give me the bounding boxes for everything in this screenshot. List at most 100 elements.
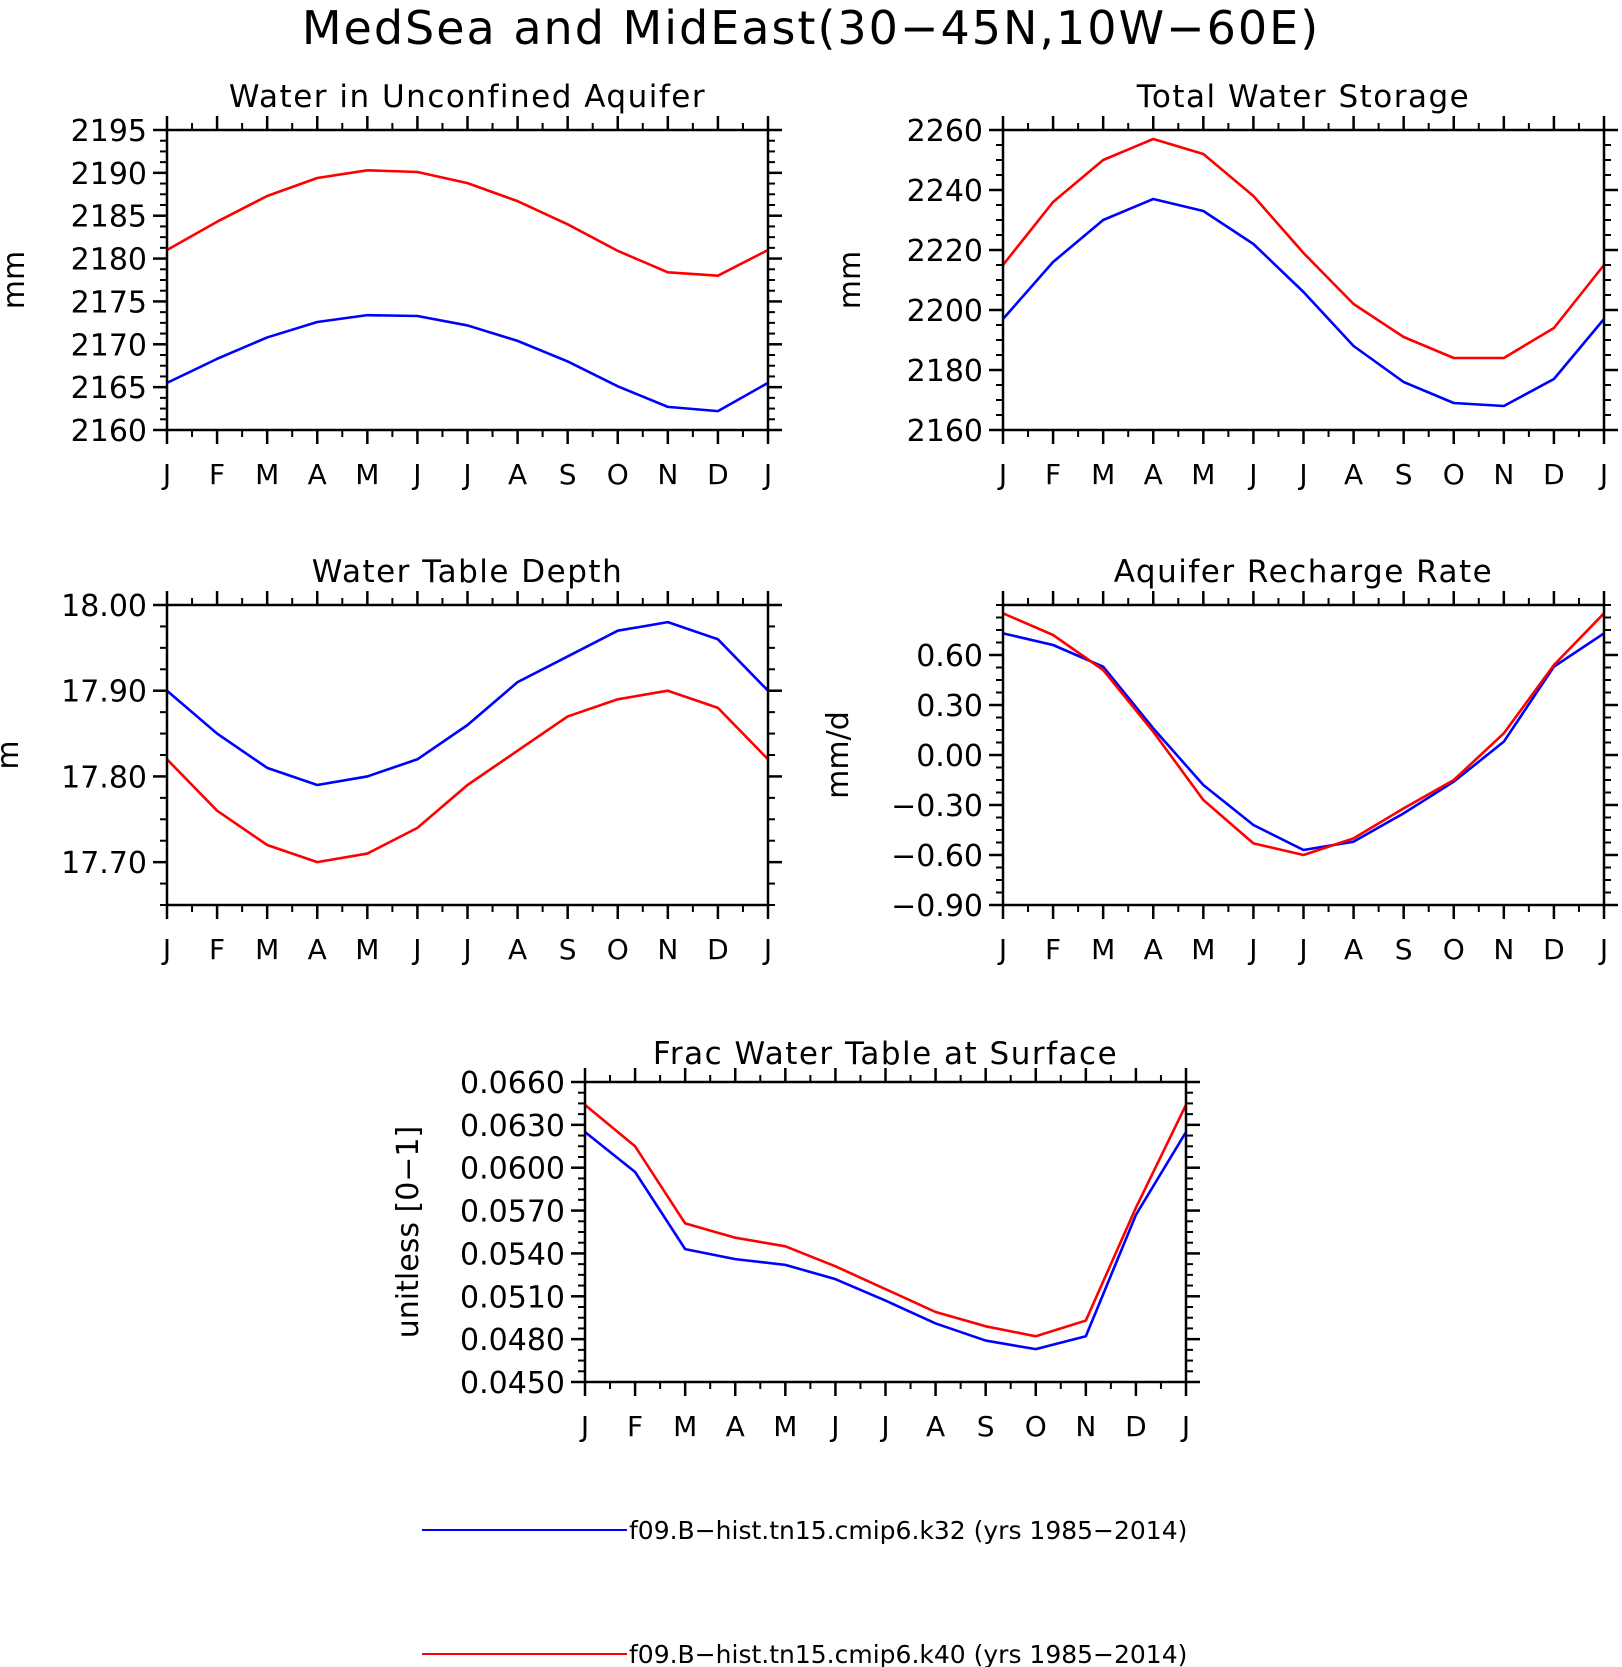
frac-series-k40 (584, 1103, 1188, 1338)
unconfined-x-tick-label: J (411, 458, 421, 491)
unconfined-x-tick-label: J (161, 458, 171, 491)
recharge-x-tick-label: M (1091, 933, 1115, 966)
unconfined-x-tick-label: M (255, 458, 279, 491)
tws-x-tick-label: D (1543, 458, 1565, 491)
tws-x-tick-label: J (997, 458, 1007, 491)
unconfined-series-k32 (166, 313, 769, 413)
recharge-x-tick-label: A (1344, 933, 1363, 966)
wtd-title: Water Table Depth (312, 554, 623, 590)
recharge-series-k32 (1002, 632, 1605, 852)
tws-y-tick-label: 2260 (907, 114, 983, 149)
wtd-plot-frame (165, 603, 770, 907)
legend-label-k40: f09.B−hist.tn15.cmip6.k40 (yrs 1985−2014… (629, 1640, 1187, 1667)
unconfined-y-tick-label: 2175 (71, 285, 147, 320)
wtd-x-tick-label: J (411, 933, 421, 966)
panel-total-water-storage: J F M A M J J A S O N D J216021802200222022402260Tot… (833, 79, 1618, 491)
tws-series-k32 (1002, 197, 1605, 408)
tws-x-tick-label: F (1045, 458, 1061, 491)
wtd-x-tick-label: O (607, 933, 629, 966)
unconfined-y-tick-label: 2185 (71, 200, 147, 235)
frac-y-tick-label: 0.0510 (460, 1280, 565, 1315)
unconfined-y-tick-label: 2170 (71, 328, 147, 363)
frac-y-tick-label: 0.0660 (460, 1066, 565, 1101)
frac-x-tick-label: J (1180, 1410, 1190, 1443)
unconfined-x-tick-label: J (762, 458, 772, 491)
wtd-x-tick-label: F (209, 933, 225, 966)
tws-plot-frame (1001, 128, 1606, 432)
wtd-x-tick-label: A (308, 933, 327, 966)
recharge-y-tick-label: 0.30 (916, 689, 983, 724)
tws-y-tick-label: 2160 (907, 414, 983, 449)
tws-x-tick-label: N (1493, 458, 1514, 491)
tws-title: Total Water Storage (1136, 79, 1471, 115)
unconfined-y-axis-label-mm: mm (0, 251, 32, 309)
frac-x-tick-label: N (1075, 1410, 1096, 1443)
recharge-series-k40 (1002, 612, 1605, 857)
legend-label-k32: f09.B−hist.tn15.cmip6.k32 (yrs 1985−2014… (629, 1516, 1187, 1545)
frac-x-tick-label: J (579, 1410, 589, 1443)
tws-x-tick-label: O (1443, 458, 1465, 491)
recharge-x-tick-label: M (1191, 933, 1215, 966)
recharge-x-tick-label: J (1247, 933, 1257, 966)
wtd-x-tick-label: J (461, 933, 471, 966)
tws-x-tick-label: A (1144, 458, 1163, 491)
tws-x-tick-label: M (1191, 458, 1215, 491)
recharge-x-tick-label: S (1395, 933, 1413, 966)
frac-y-tick-label: 0.0540 (460, 1237, 565, 1272)
unconfined-series-k40 (166, 168, 769, 278)
unconfined-x-tick-label: M (355, 458, 379, 491)
unconfined-y-tick-label: 2180 (71, 243, 147, 278)
recharge-x-tick-label: J (997, 933, 1007, 966)
tws-x-tick-label: S (1395, 458, 1413, 491)
wtd-y-tick-label: 18.00 (61, 589, 147, 624)
recharge-y-tick-label: −0.90 (891, 889, 983, 924)
recharge-x-tick-label: D (1543, 933, 1565, 966)
unconfined-x-tick-label: F (209, 458, 225, 491)
wtd-y-tick-label: 17.80 (61, 760, 147, 795)
wtd-x-tick-label: M (355, 933, 379, 966)
frac-y-tick-label: 0.0600 (460, 1152, 565, 1187)
panel-aquifer-recharge-rate: J F M A M J J A S O N D J−0.90−0.60−0.300.000.300.60… (821, 554, 1618, 966)
unconfined-x-tick-label: O (607, 458, 629, 491)
recharge-x-tick-label: J (1598, 933, 1608, 966)
frac-x-tick-label: D (1125, 1410, 1147, 1443)
frac-y-axis-label-unitless-0-1: unitless [0−1] (391, 1126, 426, 1338)
frac-x-tick-label: J (879, 1410, 889, 1443)
unconfined-x-tick-label: N (657, 458, 678, 491)
frac-x-tick-label: A (926, 1410, 945, 1443)
tws-x-tick-label: A (1344, 458, 1363, 491)
tws-x-tick-label: J (1598, 458, 1608, 491)
frac-x-tick-label: O (1025, 1410, 1047, 1443)
unconfined-plot-frame (165, 128, 770, 432)
recharge-x-tick-label: F (1045, 933, 1061, 966)
frac-y-tick-label: 0.0630 (460, 1109, 565, 1144)
recharge-y-tick-label: −0.60 (891, 839, 983, 874)
unconfined-y-tick-label: 2165 (71, 371, 147, 406)
wtd-y-tick-label: 17.70 (61, 846, 147, 881)
tws-series-k40 (1001, 137, 1606, 360)
frac-x-tick-label: F (627, 1410, 643, 1443)
panel-water-in-unconfined-aquifer: J F M A M J J A S O N D J216021652170217521802185219… (0, 79, 782, 491)
recharge-y-tick-label: −0.30 (891, 789, 983, 824)
frac-title: Frac Water Table at Surface (653, 1036, 1118, 1072)
frac-x-tick-label: M (673, 1410, 697, 1443)
tws-y-tick-label: 2200 (907, 294, 983, 329)
frac-x-tick-label: A (726, 1410, 745, 1443)
wtd-x-tick-label: A (508, 933, 527, 966)
wtd-x-tick-label: D (707, 933, 729, 966)
wtd-x-tick-label: N (657, 933, 678, 966)
tws-x-tick-label: J (1297, 458, 1307, 491)
wtd-series-k40 (166, 689, 769, 864)
wtd-x-tick-label: J (161, 933, 171, 966)
frac-series-k32 (584, 1130, 1188, 1351)
recharge-title: Aquifer Recharge Rate (1114, 554, 1493, 590)
recharge-plot-frame (1001, 603, 1606, 907)
unconfined-title: Water in Unconfined Aquifer (229, 79, 706, 115)
wtd-x-tick-label: J (762, 933, 772, 966)
frac-y-tick-label: 0.0480 (460, 1323, 565, 1358)
unconfined-y-tick-label: 2190 (71, 157, 147, 192)
panel-frac-water-table-at-surface: J F M A M J J A S O N D J0.04500.04800.05100.05400.0… (391, 1036, 1200, 1443)
unconfined-x-tick-label: A (308, 458, 327, 491)
recharge-y-tick-label: 0.60 (916, 639, 983, 674)
